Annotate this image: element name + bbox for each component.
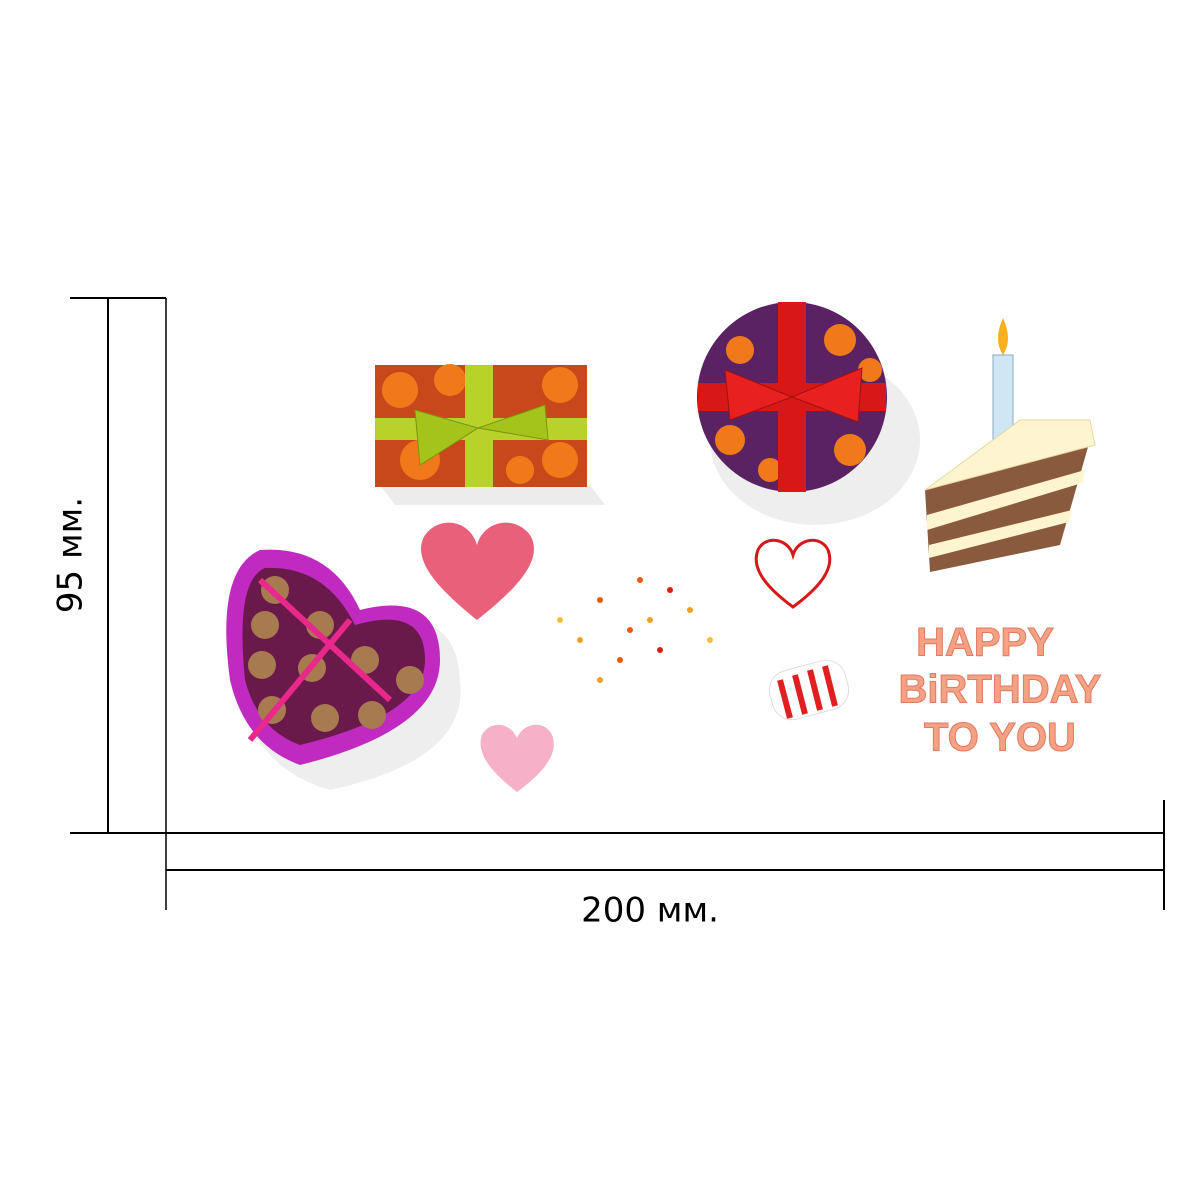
round-gift	[697, 302, 920, 525]
cake-slice	[924, 318, 1096, 572]
candy	[768, 659, 850, 721]
sticker-text: TO YOU	[924, 716, 1076, 760]
gift-box	[375, 364, 605, 505]
width-label: 200 мм.	[581, 891, 719, 931]
sticker-text: HAPPY	[916, 621, 1054, 665]
dimension-lines	[70, 297, 1165, 910]
heart	[421, 522, 534, 620]
height-label: 95 мм.	[51, 497, 91, 613]
heart-pink	[480, 724, 554, 792]
heart-outline	[754, 539, 832, 609]
sticker-text: BiRTHDAY	[899, 668, 1102, 712]
confetti	[557, 577, 713, 683]
heart-candy-box	[226, 549, 461, 790]
